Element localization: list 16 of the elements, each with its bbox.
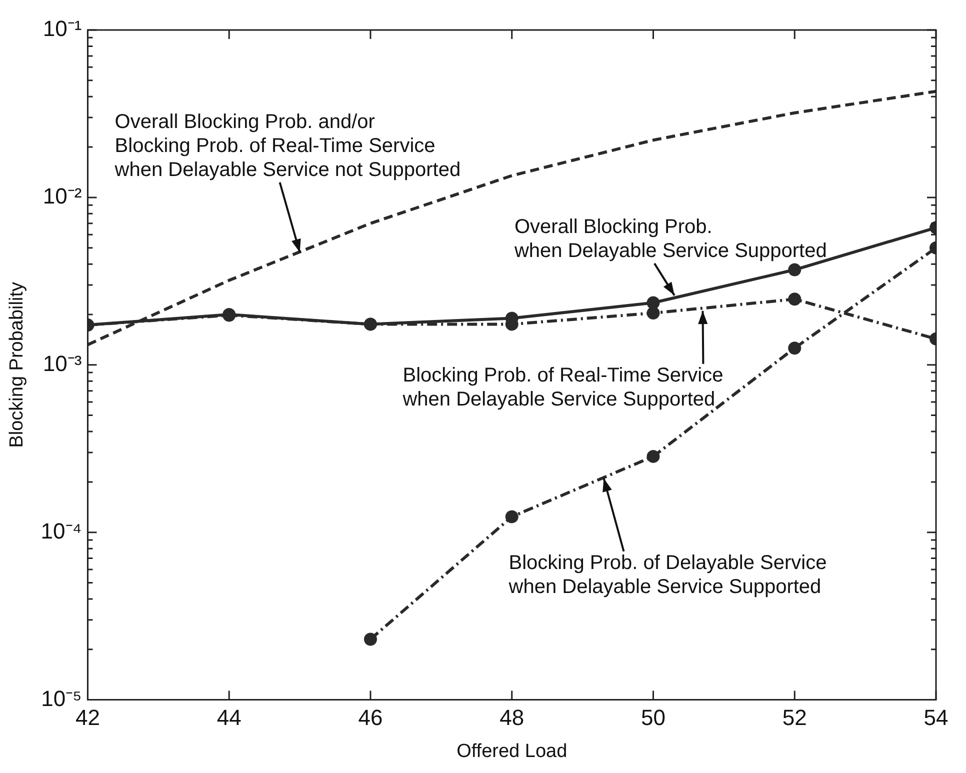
x-tick-label: 46 (358, 705, 383, 730)
annotation: Blocking Prob. of Delayable Service when Delayable Service Supported (508, 552, 827, 598)
y-tick-label: 10⁻¹ (42, 16, 82, 42)
annotation: Overall Blocking Prob. when Delayable Service Supported (513, 216, 827, 262)
annotation: Blocking Prob. of Real-Time Service when Delayable Service Supported (402, 364, 724, 410)
x-axis-title: Offered Load (456, 740, 568, 762)
x-tick-label: 54 (924, 705, 948, 730)
x-tick-label: 48 (500, 705, 524, 730)
y-axis-title: Blocking Probability (6, 282, 28, 448)
annotation: Overall Blocking Prob. and/or Blocking Prob. of Real-Time Service when Delayable Service not Supported (114, 110, 461, 181)
y-tick-label: 10⁻⁴ (40, 518, 82, 544)
x-tick-label: 44 (216, 705, 242, 730)
x-tick-label: 52 (782, 705, 807, 730)
y-tick-label: 10⁻² (42, 184, 82, 209)
x-tick-label: 50 (641, 705, 666, 730)
y-tick-label: 10⁻³ (42, 350, 82, 376)
